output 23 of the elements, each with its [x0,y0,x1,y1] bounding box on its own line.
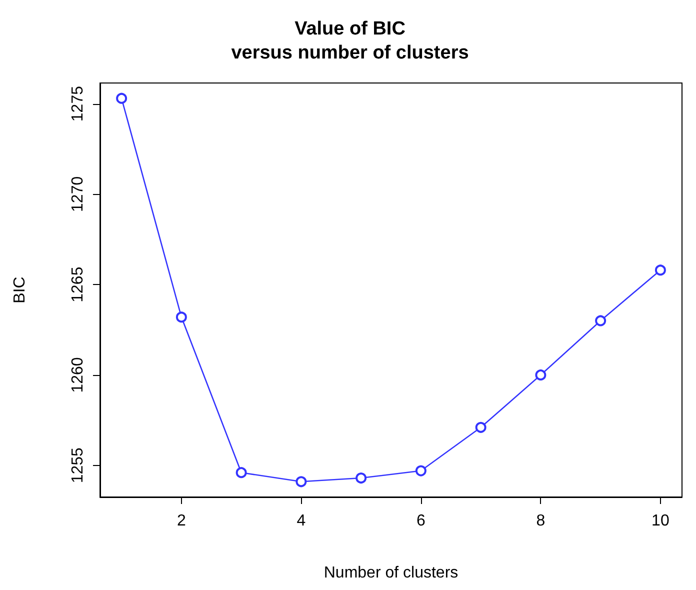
y-tick-label: 1260 [70,357,86,393]
x-axis-title: Number of clusters [324,564,458,582]
y-tick-label: 1270 [70,176,86,212]
x-tick-label: 4 [296,512,306,530]
x-tick-label: 2 [176,512,186,530]
y-tick-label: 1265 [70,266,86,302]
point [356,472,367,484]
y-axis-title: BIC [12,276,28,304]
point [415,465,426,476]
point [116,92,128,104]
x-tick-label: 8 [536,512,546,530]
chart-title: Value of BIC versus number of clusters [231,18,469,64]
point [535,369,546,380]
point [236,467,247,478]
point [475,422,486,433]
point [176,312,187,323]
x-tick-label: 10 [652,512,670,530]
y-tick-label: 1255 [70,447,86,484]
y-tick-label: 1275 [70,86,86,122]
point [296,476,307,488]
point [654,264,666,276]
x-tick-label: 6 [416,512,426,530]
point [595,315,606,326]
